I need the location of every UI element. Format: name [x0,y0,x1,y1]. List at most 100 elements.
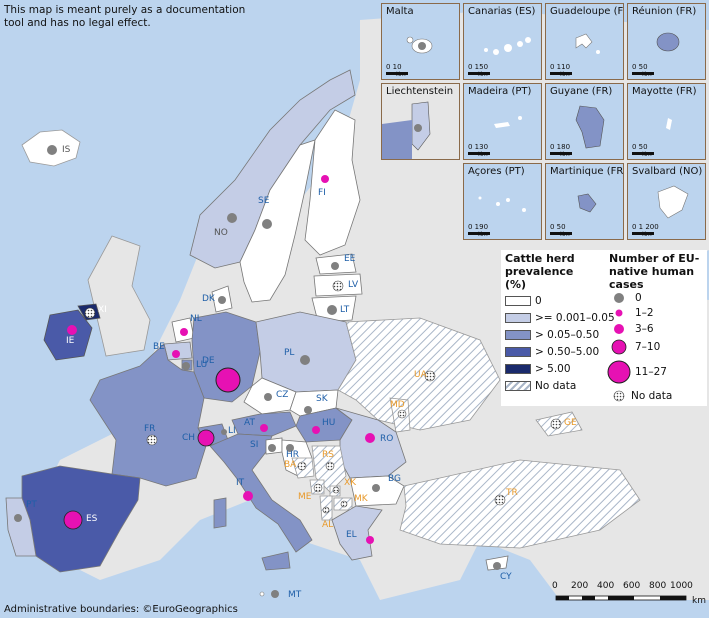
label-BG: BG [388,474,401,484]
label-AL: AL [322,520,334,530]
legend: Cattle herd prevalence (%) 0 >= 0.001–0.… [501,250,707,406]
country-SE [239,139,316,303]
case-AL [322,506,330,514]
inset-scale-unit: Km [642,231,652,238]
inset-liechtenstein: Liechtenstein [381,83,460,160]
label-XI: XI [98,305,107,315]
legend-cases-title-line2: native human [609,265,695,278]
inset-scale-unit: Km [478,231,488,238]
label-MD: MD [390,400,405,410]
label-PT: PT [26,500,37,510]
scale-tick-200: 200 [571,581,589,591]
legend-class-0: 0 [505,295,542,307]
label-UA: UA [414,370,427,380]
country-MT [259,591,265,597]
label-NL: NL [190,314,202,324]
inset-scale: 0 180 [550,143,571,151]
legend-class-3: > 0.50–5.00 [505,346,599,358]
scale-tick-0: 0 [552,581,558,591]
legend-prevalence-title-line2: prevalence [505,265,574,278]
legend-case-3-6 [614,324,624,334]
label-IE: IE [66,336,75,346]
case-IS [47,145,57,155]
legend-case-11-27 [607,360,631,384]
legend-swatch [505,364,531,374]
legend-class-2: > 0.05–0.50 [505,329,599,341]
label-FR: FR [144,424,156,434]
inset-title: Martinique (FR) [550,166,624,177]
legend-case-symbols [607,293,631,402]
label-DE: DE [202,356,215,366]
label-PL: PL [284,348,295,358]
label-BE: BE [153,342,165,352]
label-CH: CH [182,433,196,443]
legend-class-label: 0 [535,295,542,307]
case-CZ [264,393,272,401]
inset-scale-bar [632,232,654,235]
case-FR [146,434,158,446]
legend-case-label-5: No data [631,390,673,402]
inset-title: Guyane (FR) [550,86,613,97]
case-ME [313,483,323,493]
label-ME: ME [298,492,312,502]
inset-scale-bar [550,72,572,75]
case-PL [300,355,310,365]
inset-malta: Malta 0 10 Km [381,3,460,80]
label-BA: BA [284,460,297,470]
label-RO: RO [380,434,394,444]
inset-scale-bar [386,72,408,75]
case-MK [340,500,348,508]
case-CH [197,429,215,447]
legend-case-label-1: 1–2 [635,307,654,319]
case-XK [332,486,340,494]
inset-scale-bar [468,72,490,75]
case-PT [14,514,22,522]
label-SK: SK [316,394,328,404]
inset-scale-bar [550,232,572,235]
country-SK [289,389,339,417]
label-EE: EE [344,254,356,264]
case-SK [304,406,312,414]
case-BE [172,350,180,358]
legend-case-1-2 [615,309,623,317]
inset-scale: 0 110 [550,63,571,71]
inset-guyane: Guyane (FR) 0 180 Km [545,83,624,160]
inset-guadeloupe: Guadeloupe (FR) 0 110 Km [545,3,624,80]
legend-swatch [505,296,531,306]
label-LV: LV [348,280,359,290]
case-EL [366,536,374,544]
label-FI: FI [318,188,326,198]
case-FI [321,175,329,183]
case-NL [180,328,188,336]
country-IT-sicily [261,551,291,571]
country-IE [43,309,93,361]
inset-scale: 0 50 [632,63,648,71]
legend-class-label: > 5.00 [535,363,571,375]
scale-tick-1000: 1000 [670,581,693,591]
case-BA [297,461,307,471]
inset-scale-unit: Km [560,231,570,238]
inset-scale-unit: Km [396,71,406,78]
case-HU [312,426,320,434]
legend-swatch [505,313,531,323]
label-MK: MK [354,494,368,504]
label-LT: LT [340,305,350,315]
inset-scale-bar [468,232,490,235]
inset-scale-bar [468,152,490,155]
inset-martinique: Martinique (FR) 0 50 Km [545,163,624,240]
label-RS: RS [322,450,334,460]
label-IT: IT [236,478,245,488]
label-GE: GE [564,418,577,428]
label-AT: AT [244,418,255,428]
country-FI [304,109,361,256]
case-ES [63,510,83,530]
label-HR: HR [286,450,300,460]
case-NO [227,213,237,223]
inset-title: Madeira (PT) [468,86,532,97]
inset-title: Açores (PT) [468,166,525,177]
inset-scale-unit: Km [478,151,488,158]
case-LT [327,305,337,315]
inset-scale-unit: Km [560,71,570,78]
inset-title: Mayotte (FR) [632,86,697,97]
